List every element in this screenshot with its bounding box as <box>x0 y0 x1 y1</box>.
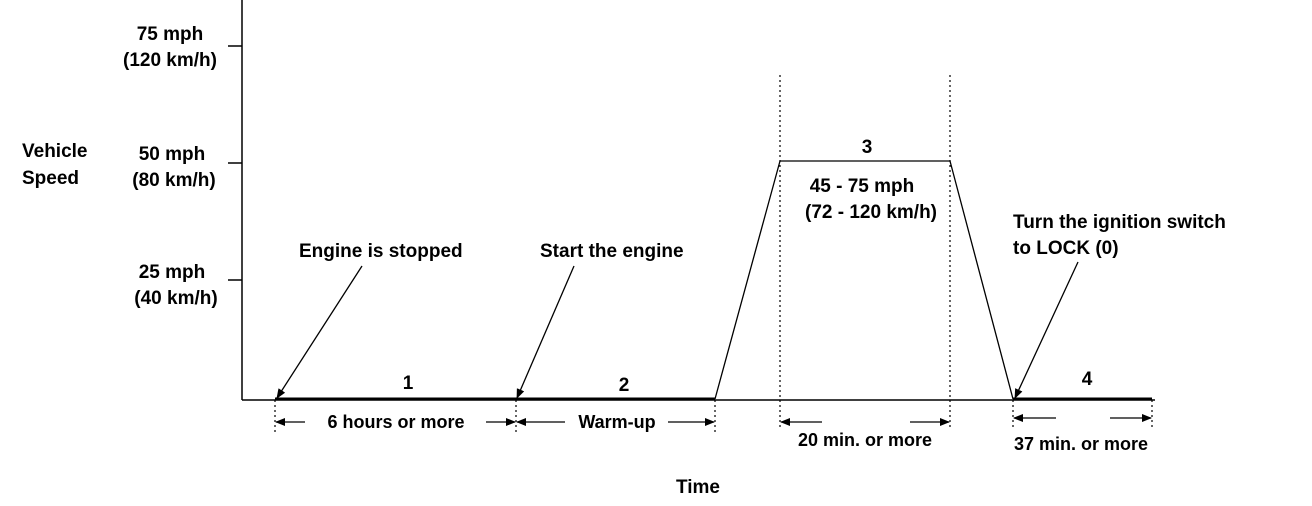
tick-label-75-mph: 75 mph <box>137 24 204 45</box>
callout-engine-stopped-arrow <box>276 265 363 399</box>
speed-range-mph: 45 - 75 mph <box>810 176 915 197</box>
duration-4-label: 37 min. or more <box>1014 434 1148 454</box>
y-axis-label-line1: Vehicle <box>22 141 88 162</box>
duration-3-label: 20 min. or more <box>798 430 932 450</box>
callout-engine-stopped: Engine is stopped <box>299 241 463 262</box>
tick-label-25-mph: 25 mph <box>139 262 206 283</box>
speed-range-kmh: (72 - 120 km/h) <box>805 202 937 223</box>
tick-label-75-kmh: (120 km/h) <box>123 50 217 71</box>
phase-1-number: 1 <box>403 373 414 394</box>
phase-2-number: 2 <box>619 375 630 396</box>
tick-label-50-kmh: (80 km/h) <box>132 170 215 191</box>
callout-start-engine-arrow <box>516 265 575 399</box>
callout-ignition-arrow <box>1014 261 1079 399</box>
callout-ignition-line1: Turn the ignition switch <box>1013 212 1226 233</box>
phase-4-number: 4 <box>1082 369 1093 390</box>
x-axis-label: Time <box>676 477 720 498</box>
callout-ignition-line2: to LOCK (0) <box>1013 238 1119 259</box>
duration-1-label: 6 hours or more <box>327 412 464 432</box>
tick-label-50-mph: 50 mph <box>139 144 206 165</box>
phase-3-number: 3 <box>862 137 873 158</box>
callout-start-engine: Start the engine <box>540 241 684 262</box>
y-axis-label-line2: Speed <box>22 168 79 189</box>
duration-2-label: Warm-up <box>578 412 655 432</box>
speed-profile-ramp <box>714 160 1014 400</box>
tick-label-25-kmh: (40 km/h) <box>134 288 217 309</box>
